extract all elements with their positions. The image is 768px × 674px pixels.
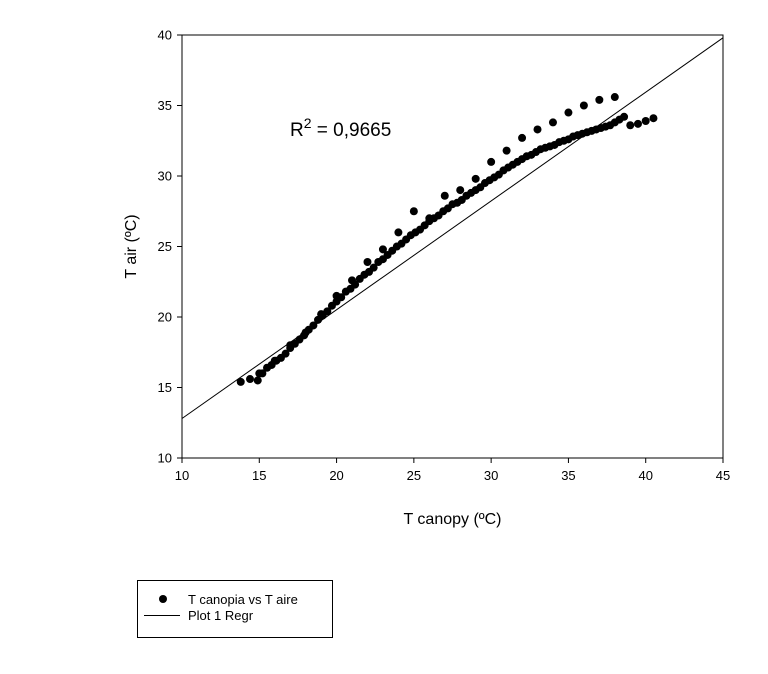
legend-label-scatter: T canopia vs T aire: [188, 591, 298, 607]
r-squared-value: = 0,9665: [312, 120, 392, 141]
x-tick-label: 15: [252, 468, 266, 483]
y-tick-label: 40: [158, 28, 172, 43]
y-tick-label: 25: [158, 239, 172, 254]
scatter-point: [595, 95, 604, 104]
r-squared-base: R: [290, 120, 304, 141]
scatter-point: [440, 191, 449, 200]
scatter-point: [369, 263, 378, 272]
scatter-point: [409, 207, 418, 216]
scatter-point: [579, 101, 588, 110]
scatter-point: [236, 377, 245, 386]
x-tick-label: 10: [175, 468, 189, 483]
scatter-points-layer: [236, 93, 658, 386]
axis-ticks-layer: 10 15 20 25 30 35 40 45 10 15 20 25 30 35 40: [158, 28, 731, 484]
scatter-point: [301, 328, 310, 337]
x-axis-title: T canopy (ºC): [403, 511, 501, 528]
scatter-point: [626, 121, 635, 130]
scatter-point: [253, 376, 262, 385]
regression-line: [181, 37, 724, 419]
r-squared-superscript: 2: [304, 115, 312, 131]
scatter-point: [255, 369, 264, 378]
scatter-point: [394, 228, 403, 237]
legend: T canopia vs T aire Plot 1 Regr: [137, 580, 333, 638]
scatter-point: [641, 117, 650, 126]
x-tick-label: 25: [407, 468, 421, 483]
r-squared-annotation: R2 = 0,9665: [290, 115, 391, 141]
legend-label-regression: Plot 1 Regr: [188, 607, 254, 623]
scatter-point: [246, 375, 255, 384]
plot-area-border: [181, 34, 724, 459]
scatter-point: [286, 341, 295, 350]
scatter-point: [518, 133, 527, 142]
scatter-point: [332, 291, 341, 300]
scatter-point: [270, 356, 279, 365]
scatter-point: [425, 214, 434, 223]
scatter-point: [363, 258, 372, 267]
legend-item-scatter: T canopia vs T aire: [138, 590, 298, 608]
y-tick-label: 20: [158, 310, 172, 325]
plot-frame: [181, 34, 724, 459]
scatter-point: [309, 321, 318, 330]
x-tick-label: 40: [638, 468, 652, 483]
scatter-point: [548, 118, 557, 127]
y-tick-label: 35: [158, 98, 172, 113]
x-tick-label: 45: [716, 468, 730, 483]
scatter-point: [502, 146, 511, 155]
scatter-point: [564, 108, 573, 117]
scatter-point: [456, 186, 465, 195]
legend-item-regression: Plot 1 Regr: [138, 606, 253, 624]
regression-line-layer: [181, 37, 724, 419]
scatter-point: [317, 310, 326, 319]
y-tick-label: 10: [158, 451, 172, 466]
y-tick-label: 30: [158, 169, 172, 184]
x-tick-label: 35: [561, 468, 575, 483]
scatter-point: [533, 125, 542, 134]
scatter-point: [281, 349, 290, 358]
legend-dot-icon: [144, 590, 180, 608]
legend-line-icon: [144, 606, 180, 624]
scatter-point: [633, 119, 642, 128]
scatter-point: [378, 245, 387, 254]
scatter-point: [323, 307, 332, 316]
x-tick-label: 30: [484, 468, 498, 483]
scatter-point: [649, 114, 658, 123]
scatter-point: [610, 93, 619, 102]
scatter-point: [620, 112, 629, 121]
scatter-point: [348, 276, 357, 285]
x-tick-label: 20: [329, 468, 343, 483]
y-tick-label: 15: [158, 380, 172, 395]
scatter-point: [471, 174, 480, 183]
y-axis-title: T air (ºC): [123, 214, 140, 278]
scatter-point: [487, 157, 496, 166]
